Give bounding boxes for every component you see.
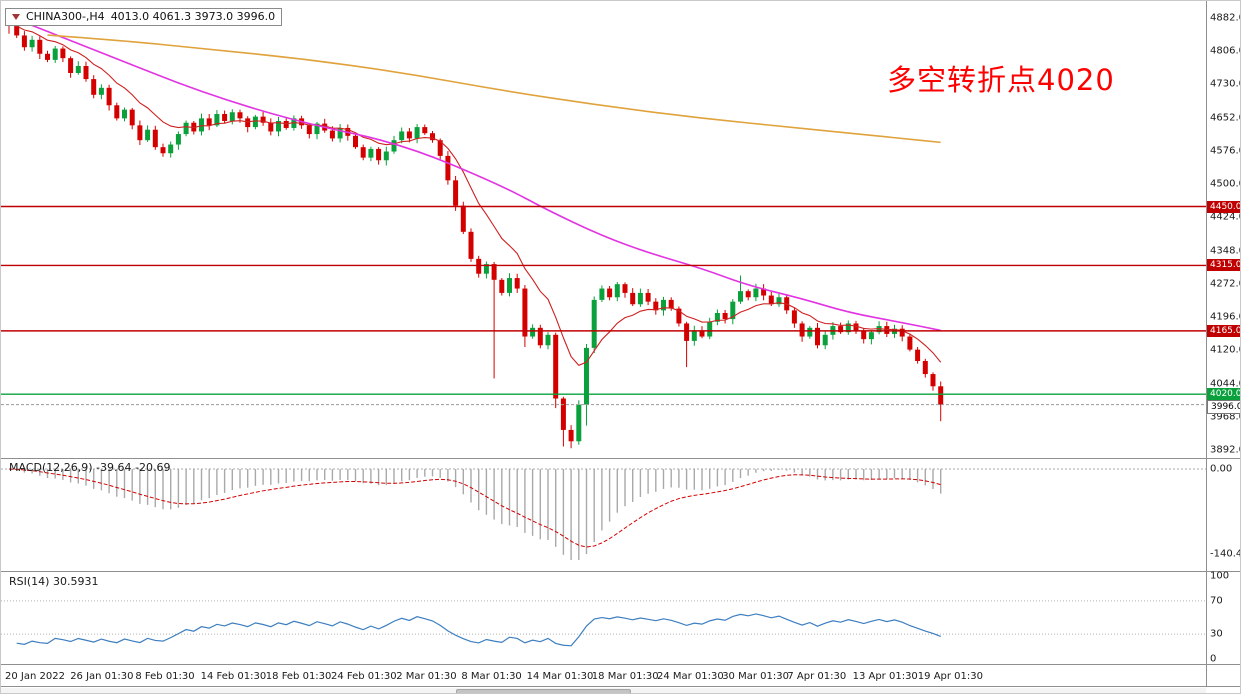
scrollbar-thumb[interactable]	[456, 689, 631, 693]
time-tick-label: 18 Feb 01:30	[265, 671, 332, 682]
main-price-panel	[1, 14, 1206, 449]
price-tick-label: 4196.0	[1210, 311, 1240, 323]
symbol-timeframe-label: CHINA300-,H4	[26, 10, 105, 23]
price-tick-label: 4806.0	[1210, 45, 1240, 57]
symbol-info-box: CHINA300-,H4 4013.0 4061.3 3973.0 3996.0	[5, 8, 283, 26]
macd-signal-value: -20.69	[135, 461, 171, 474]
time-tick-label: 19 Apr 01:30	[917, 671, 983, 682]
price-tick-label: 4272.0	[1210, 278, 1240, 290]
price-level-tag: 4020.0	[1207, 388, 1240, 401]
rsi-panel	[1, 600, 1206, 647]
annotation-text: 多空转折点4020	[887, 63, 1115, 97]
price-tick-label: 3968.0	[1210, 411, 1240, 423]
time-tick-label: 14 Mar 01:30	[526, 671, 594, 682]
price-level-tag: 4165.0	[1207, 324, 1240, 337]
price-level-tag: 4450.0	[1207, 200, 1240, 213]
macd-panel	[1, 468, 1206, 560]
rsi-axis-label: 30	[1210, 628, 1223, 640]
price-tick-label: 4500.0	[1210, 178, 1240, 190]
price-tick-label: 3892.0	[1210, 444, 1240, 456]
time-tick-label: 30 Mar 01:30	[722, 671, 789, 682]
rsi-name: RSI(14)	[9, 575, 50, 588]
macd-name: MACD(12,26,9)	[9, 461, 93, 474]
macd-signal-line	[8, 468, 941, 548]
time-tick-label: 7 Apr 01:30	[787, 671, 847, 682]
price-axis[interactable]	[1206, 1, 1240, 686]
price-tick-label: 4730.0	[1210, 78, 1240, 90]
price-tick-label: 4576.0	[1210, 145, 1240, 157]
rsi-indicator-label: RSI(14) 30.5931	[9, 575, 98, 588]
horizontal-scrollbar-track[interactable]	[1, 688, 1206, 693]
orange-ma-line	[47, 34, 941, 144]
rsi-value: 30.5931	[52, 575, 99, 588]
price-tick-label: 4424.0	[1210, 211, 1240, 223]
time-tick-label: 13 Apr 01:30	[852, 671, 918, 682]
time-tick-label: 14 Feb 01:30	[200, 671, 267, 682]
time-tick-label: 8 Feb 01:30	[135, 671, 195, 682]
time-tick-label: 18 Mar 01:30	[591, 671, 659, 682]
red-ma-line	[8, 23, 942, 366]
macd-indicator-label: MACD(12,26,9) -39.64 -20.69	[9, 461, 170, 474]
price-level-tag: 4315.0	[1207, 259, 1240, 272]
time-tick-label: 20 Jan 2022	[5, 671, 65, 682]
symbol-dropdown-icon	[12, 14, 20, 20]
time-tick-label: 2 Mar 01:30	[396, 671, 457, 682]
macd-main-value: -39.64	[96, 461, 132, 474]
candles-layer	[6, 14, 944, 449]
price-tick-label: 4882.0	[1210, 12, 1240, 24]
magenta-ma-line	[8, 15, 941, 332]
rsi-line	[16, 613, 941, 647]
price-tick-label: 4120.0	[1210, 344, 1240, 356]
rsi-axis-label: 0	[1210, 653, 1217, 665]
time-tick-label: 24 Feb 01:30	[331, 671, 397, 682]
current-price-tag: 3996.0	[1207, 399, 1240, 414]
macd-axis-label: -140.44	[1210, 548, 1240, 560]
price-tick-label: 4044.0	[1210, 378, 1240, 390]
rsi-axis-label: 70	[1210, 595, 1223, 607]
ohlc-values-label: 4013.0 4061.3 3973.0 3996.0	[110, 10, 276, 23]
time-tick-label: 8 Mar 01:30	[461, 671, 522, 682]
price-tick-label: 4652.0	[1210, 112, 1240, 124]
time-tick-label: 26 Jan 01:30	[70, 671, 134, 682]
price-tick-label: 4348.0	[1210, 245, 1240, 257]
time-tick-label: 24 Mar 01:30	[657, 671, 724, 682]
macd-axis-label: 0.00	[1210, 463, 1233, 475]
rsi-axis-label: 100	[1210, 570, 1230, 582]
